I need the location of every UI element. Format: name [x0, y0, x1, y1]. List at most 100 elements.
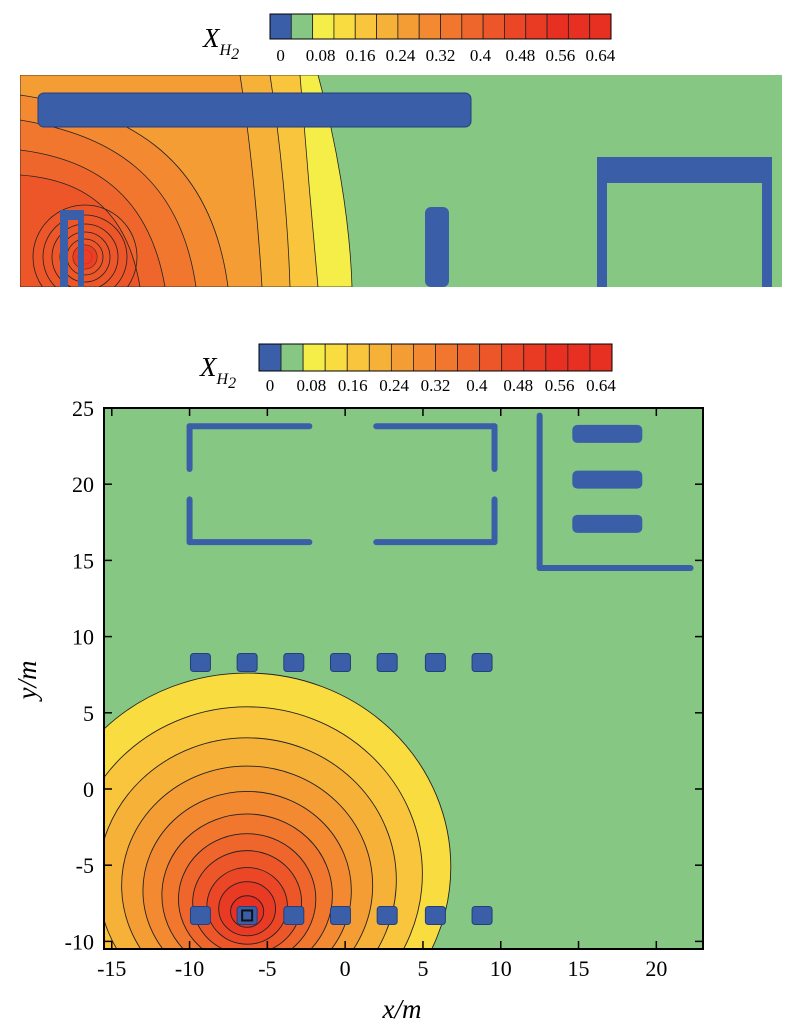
section-obstacle-pillar	[425, 207, 449, 287]
colorbar-tick-label: 0.16	[338, 376, 368, 395]
colorbar-plan-swatches	[258, 343, 613, 372]
x-tick-label: 0	[340, 956, 351, 981]
colorbar-tick-label: 0.56	[545, 376, 575, 395]
colorbar-plan-title: XH2	[199, 352, 236, 392]
colorbar-swatch	[290, 13, 314, 40]
obstacle-bar	[572, 424, 643, 443]
y-tick-label: 25	[72, 396, 94, 421]
colorbar-swatch	[457, 343, 481, 372]
colorbar-swatch	[501, 343, 525, 372]
colorbar-top-swatches	[269, 13, 612, 40]
colorbar-swatch	[269, 13, 292, 40]
colorbar-tick-label: 0.08	[306, 46, 336, 65]
obstacle-block	[424, 905, 446, 925]
colorbar-swatch	[589, 343, 613, 372]
colorbar-swatch	[435, 343, 458, 372]
colorbar-swatch	[376, 13, 399, 40]
section-source-hotspot	[73, 245, 97, 269]
y-tick-label: -5	[76, 853, 94, 878]
obstacle-block	[471, 905, 493, 925]
plan-frame	[103, 407, 704, 950]
colorbar-swatch	[413, 343, 436, 372]
y-tick-label: 15	[72, 548, 94, 573]
y-tick-label: 20	[72, 472, 94, 497]
colorbar-tick-label: 0.64	[586, 376, 616, 395]
plan-y-axis-label: y/m	[12, 661, 42, 703]
colorbar-tick-label: 0.4	[470, 46, 492, 65]
colorbar-swatch	[461, 13, 484, 40]
colorbar-swatch	[258, 343, 282, 372]
section-plot	[20, 75, 782, 287]
colorbar-top: XH2 0 0.08 0.16 0.24 0.32 0.4 0.48 0.56 0.64	[202, 13, 616, 65]
colorbar-tick-label: 0.32	[421, 376, 451, 395]
x-tick-label: 15	[568, 956, 590, 981]
obstacle-block	[471, 652, 493, 672]
colorbar-swatch	[523, 343, 547, 372]
colorbar-swatch	[397, 13, 420, 40]
colorbar-swatch	[312, 13, 335, 40]
section-obstacle-frame	[597, 157, 772, 287]
colorbar-tick-label: 0.64	[585, 46, 615, 65]
y-tick-label: 0	[83, 777, 94, 802]
colorbar-tick-label: 0	[266, 376, 275, 395]
colorbar-swatch	[525, 13, 548, 40]
colorbar-swatch	[302, 343, 326, 372]
colorbar-tick-label: 0.48	[503, 376, 533, 395]
x-tick-label: -5	[258, 956, 276, 981]
colorbar-swatch	[440, 13, 463, 40]
colorbar-swatch	[324, 343, 348, 372]
x-tick-label: -10	[175, 956, 204, 981]
colorbar-tick-label: 0.24	[379, 376, 409, 395]
colorbar-tick-label: 0.08	[297, 376, 327, 395]
colorbar-swatch	[368, 343, 392, 372]
colorbar-swatch	[567, 13, 591, 40]
colorbar-swatch	[418, 13, 441, 40]
obstacle-block	[189, 905, 211, 925]
y-tick-label: 5	[83, 701, 94, 726]
obstacle-block	[189, 652, 211, 672]
x-tick-label: 10	[490, 956, 512, 981]
colorbar-tick-label: 0.56	[546, 46, 576, 65]
obstacle-block	[329, 905, 351, 925]
colorbar-swatch	[354, 13, 377, 40]
colorbar-top-title: XH2	[202, 23, 239, 63]
plan-x-axis-label: x/m	[382, 994, 422, 1024]
obstacle-block	[283, 905, 305, 925]
colorbar-swatch	[333, 13, 356, 40]
colorbar-swatch	[280, 343, 304, 372]
obstacle-block	[236, 652, 258, 672]
colorbar-plan: XH2 0 0.08 0.16 0.24 0.32 0.4 0.48 0.56 0.64	[199, 343, 617, 395]
colorbar-swatch	[589, 13, 612, 40]
section-obstacle-roof	[37, 92, 472, 128]
obstacle-block	[329, 652, 351, 672]
obstacle-block	[424, 652, 446, 672]
colorbar-swatch	[390, 343, 414, 372]
x-tick-label: -15	[97, 956, 126, 981]
plan-obstacles	[186, 412, 694, 925]
colorbar-top-tick-labels: 0 0.08 0.16 0.24 0.32 0.4 0.48 0.56 0.64	[276, 46, 615, 65]
colorbar-tick-label: 0.24	[386, 46, 416, 65]
plan-x-ticks: -15 -10 -5 0 5 10 15 20	[97, 408, 667, 981]
colorbar-tick-label: 0.32	[426, 46, 456, 65]
y-tick-label: -10	[65, 929, 94, 954]
colorbar-swatch	[346, 343, 370, 372]
x-tick-label: 20	[645, 956, 667, 981]
y-tick-label: 10	[72, 625, 94, 650]
source-marker	[241, 909, 254, 922]
colorbar-plan-tick-labels: 0 0.08 0.16 0.24 0.32 0.4 0.48 0.56 0.64	[266, 376, 617, 395]
obstacle-block	[283, 652, 305, 672]
obstacle-block	[236, 905, 258, 925]
obstacle-bar	[572, 470, 643, 489]
x-tick-label: 5	[417, 956, 428, 981]
plan-y-ticks: -10 -5 0 5 10 15 20 25	[65, 396, 703, 954]
colorbar-swatch	[567, 343, 591, 372]
colorbar-tick-label: 0.4	[466, 376, 488, 395]
colorbar-swatch	[479, 343, 503, 372]
obstacle-block	[376, 905, 398, 925]
plan-plume	[104, 672, 452, 949]
section-obstacle-left	[60, 210, 84, 287]
colorbar-swatch	[546, 13, 569, 40]
colorbar-tick-label: 0.48	[506, 46, 536, 65]
